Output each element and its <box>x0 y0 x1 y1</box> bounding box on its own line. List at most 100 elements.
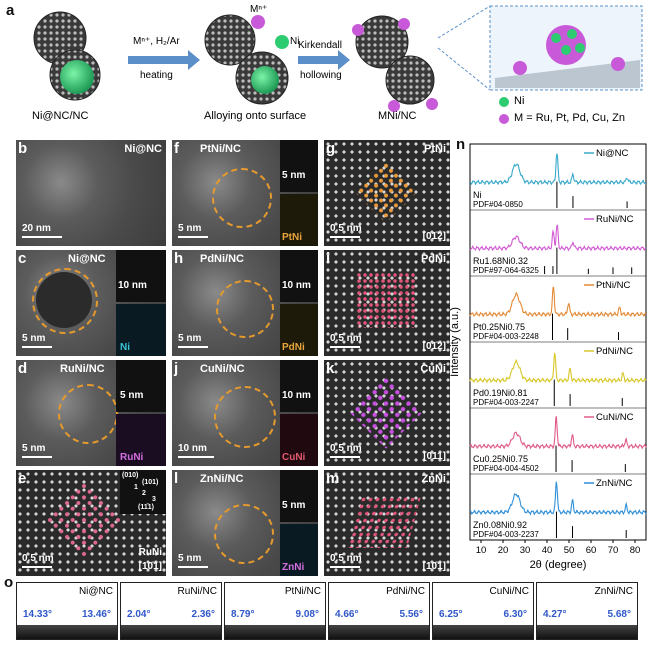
panel-label-n: n <box>456 136 466 153</box>
series-name: CuNi/NC <box>596 412 634 423</box>
right-angle: 5.56° <box>399 609 423 620</box>
mni-sphere-top <box>352 15 410 69</box>
scale-bar <box>330 566 360 568</box>
atom-overlay <box>354 160 418 224</box>
sample-name: RuNi/NC <box>177 586 217 597</box>
panel-k-title: CuNi <box>420 363 446 375</box>
scale-text: 0.5 nm <box>330 443 362 454</box>
left-angle: 14.33° <box>23 609 53 620</box>
panel-i: i PdNi [01̄2] 0.5 nm <box>324 250 450 356</box>
inset-scale-text: 5 nm <box>120 390 144 401</box>
arrow1-top-text: Mⁿ⁺, H₂/Ar <box>133 36 180 47</box>
x-tick-label: 20 <box>498 545 509 556</box>
schematic-svg <box>33 5 643 124</box>
eds-map-label: RuNi <box>120 452 144 463</box>
panel-b: b Ni@NC 20 nm <box>16 140 166 246</box>
scale-bar <box>178 236 208 238</box>
scale-bar <box>330 346 360 348</box>
eds-map-inset: Ni <box>116 304 166 356</box>
outline-ring <box>214 504 274 564</box>
eds-map-inset: CuNi <box>280 414 318 466</box>
right-angle: 9.08° <box>295 609 319 620</box>
left-angle: 8.79° <box>231 609 255 620</box>
panel-h: h PdNi/NC 10 nm PdNi 5 nm <box>172 250 318 356</box>
left-angle: 4.66° <box>335 609 359 620</box>
scale-text: 0.5 nm <box>330 333 362 344</box>
scale-text: 0.5 nm <box>330 223 362 234</box>
panel-label-d: d <box>18 360 28 377</box>
reference-phase: Pt0.25Ni0.75 <box>473 322 525 332</box>
x-tick-label: 10 <box>476 545 487 556</box>
scale-bar <box>22 456 52 458</box>
xrd-curve-runi-nc <box>469 224 647 252</box>
haadf-inset: 5 nm <box>116 360 166 412</box>
scale-bar <box>178 346 208 348</box>
panel-j: j CuNi/NC 10 nm CuNi 10 nm <box>172 360 318 466</box>
legend-ni-text: Ni <box>514 95 525 107</box>
reference-pdf: PDF#04-003-2247 <box>473 398 539 407</box>
reference-phase: Zn0.08Ni0.92 <box>473 520 527 530</box>
outline-ring <box>212 168 272 228</box>
scale-text: 20 nm <box>22 223 51 234</box>
right-angle: 5.68° <box>607 609 631 620</box>
haadf-inset: 10 nm <box>280 360 318 412</box>
series-name: ZnNi/NC <box>596 478 633 489</box>
panel-d: d RuNi/NC 5 nm RuNi 5 nm <box>16 360 166 466</box>
fft-label: (101) <box>142 479 159 486</box>
mni-sphere-bottom <box>385 55 438 112</box>
panel-b-title: Ni@NC <box>124 143 162 155</box>
caption-mni-nc: MNi/NC <box>378 110 417 122</box>
substrate-droplet <box>537 625 637 639</box>
scale-text: 5 nm <box>22 443 46 454</box>
reference-phase: Cu0.25Ni0.75 <box>473 454 528 464</box>
contact-angle-box: RuNi/NC 2.04° 2.36° <box>120 582 222 640</box>
y-axis-label: Intensity (a.u.) <box>449 307 461 377</box>
sample-name: PtNi/NC <box>284 586 321 597</box>
inset-scale-text: 5 nm <box>282 170 306 181</box>
panel-k: k CuNi [011] 0.5 nm <box>324 360 450 466</box>
zone-axis: [01̄2] <box>422 341 446 352</box>
reference-pdf: PDF#97-064-6325 <box>473 266 539 275</box>
scale-bar <box>22 346 52 348</box>
eds-map-label: Ni <box>120 342 130 353</box>
outline-ring <box>58 384 118 444</box>
left-angle: 2.04° <box>127 609 151 620</box>
sample-name: PdNi/NC <box>386 586 425 597</box>
panel-a: a <box>0 0 650 130</box>
eds-map-inset: ZnNi <box>280 524 318 576</box>
substrate-droplet <box>17 625 117 639</box>
m-ion-label: Mⁿ⁺ <box>250 4 268 15</box>
x-tick-label: 30 <box>520 545 531 556</box>
scale-text: 10 nm <box>178 443 207 454</box>
inset-scale-text: 10 nm <box>282 280 311 291</box>
x-tick-label: 80 <box>630 545 641 556</box>
scale-text: 5 nm <box>22 333 46 344</box>
left-angle: 4.27° <box>543 609 567 620</box>
eds-map-inset: PdNi <box>280 304 318 356</box>
xrd-curve-ni-nc <box>470 153 646 186</box>
xrd-chart: Ni@NCNiPDF#04-0850RuNi/NCRu1.68Ni0.32PDF… <box>449 143 647 571</box>
xrd-curve-znni-nc <box>469 481 647 516</box>
reference-pdf: PDF#04-003-2237 <box>473 530 539 539</box>
right-angle: 13.46° <box>81 609 111 620</box>
caption-alloying: Alloying onto surface <box>204 110 307 122</box>
panel-l: l ZnNi/NC 5 nm ZnNi 5 nm <box>172 470 318 576</box>
arrow2-bottom-text: hollowing <box>300 70 342 81</box>
x-tick-label: 40 <box>542 545 553 556</box>
scale-bar <box>22 236 62 238</box>
panel-label-o: o <box>4 574 14 591</box>
reference-pdf: PDF#04-003-2248 <box>473 332 539 341</box>
outline-ring <box>214 386 276 448</box>
atom-overlay <box>347 496 421 548</box>
substrate-droplet <box>121 625 221 639</box>
panel-d-title: RuNi/NC <box>60 363 105 375</box>
inset-scale-text: 10 nm <box>282 390 311 401</box>
haadf-inset: 10 nm <box>280 250 318 302</box>
contact-angle-box: PtNi/NC 8.79° 9.08° <box>224 582 326 640</box>
ni-at-nc-sphere <box>49 49 101 101</box>
scale-bar <box>178 456 214 458</box>
substrate-droplet <box>433 625 533 639</box>
atom-overlay <box>356 272 416 328</box>
panel-label-i: i <box>326 250 331 267</box>
eds-map-label: CuNi <box>282 452 306 463</box>
